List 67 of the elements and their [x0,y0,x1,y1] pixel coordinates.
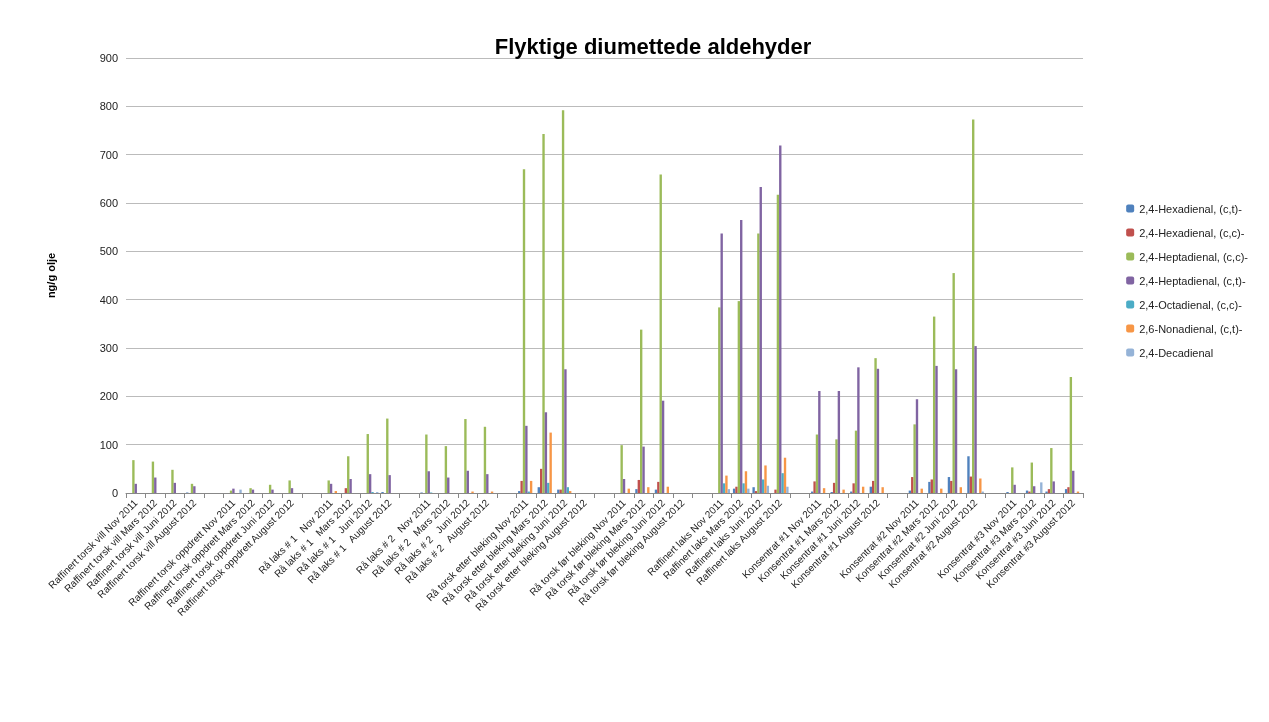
bar [967,456,970,493]
bar [288,480,291,493]
bar [239,489,242,493]
bar [425,434,428,493]
bar [657,481,660,493]
bar [842,489,845,493]
bar [542,133,545,493]
bar [1050,448,1053,493]
y-tick-label: 900 [99,52,118,64]
legend-label: 2,4-Heptadienal, (c,c)- [1139,250,1249,263]
legend-label: 2,4-Heptadienal, (c,t)- [1139,274,1246,287]
y-tick-label: 600 [99,197,118,209]
bar [974,346,977,493]
bar [344,488,348,493]
bar [881,487,884,493]
bar [822,488,826,493]
y-tick-label: 200 [99,390,118,403]
bar [271,489,274,493]
bar [1013,484,1016,493]
bar [852,483,855,493]
bar [774,489,777,493]
bar [874,358,877,493]
bar [620,445,623,493]
bar [913,424,916,493]
bar [781,473,784,493]
bar [525,425,528,493]
y-tick-label: 300 [99,342,118,354]
bar [486,474,489,493]
bar [752,487,755,493]
bar [757,233,760,493]
bar [720,233,723,493]
y-axis-title: ng/g olje [44,252,57,299]
bar [635,489,638,493]
bar [549,432,552,493]
bar [813,481,816,493]
bar [464,419,467,493]
y-tick-label: 0 [111,487,118,499]
bar [520,480,523,493]
bar [952,273,955,493]
bar [171,469,174,493]
bar [132,460,135,493]
legend-label: 2,4-Octadienal, (c,c)- [1139,298,1243,311]
bar [818,391,821,493]
legend-label: 2,6-Nonadienal, (c,t)- [1139,322,1243,335]
bar [979,478,982,493]
bar [764,465,767,493]
bar [857,367,860,493]
bar [349,478,352,493]
y-tick-label: 700 [99,148,118,161]
bar [290,488,294,493]
y-tick-label: 100 [99,438,118,451]
bar [742,483,745,493]
y-tick-label: 800 [99,100,118,113]
legend-label: 2,4-Hexadienal, (c,c)- [1139,226,1245,239]
chart-title: Flyktige diumettede aldehyder [494,33,812,59]
bar [786,486,789,493]
bar [835,439,838,493]
bar [564,369,567,493]
y-tick-label: 400 [99,293,118,306]
legend-label: 2,4-Decadienal [1139,346,1214,359]
bar [725,475,728,493]
legend-label: 2,4-Hexadienal, (c,t)- [1139,202,1243,215]
bar [388,475,391,493]
bar [642,446,645,493]
bar [747,488,750,493]
bar [935,365,938,493]
y-tick-label: 500 [99,245,118,258]
